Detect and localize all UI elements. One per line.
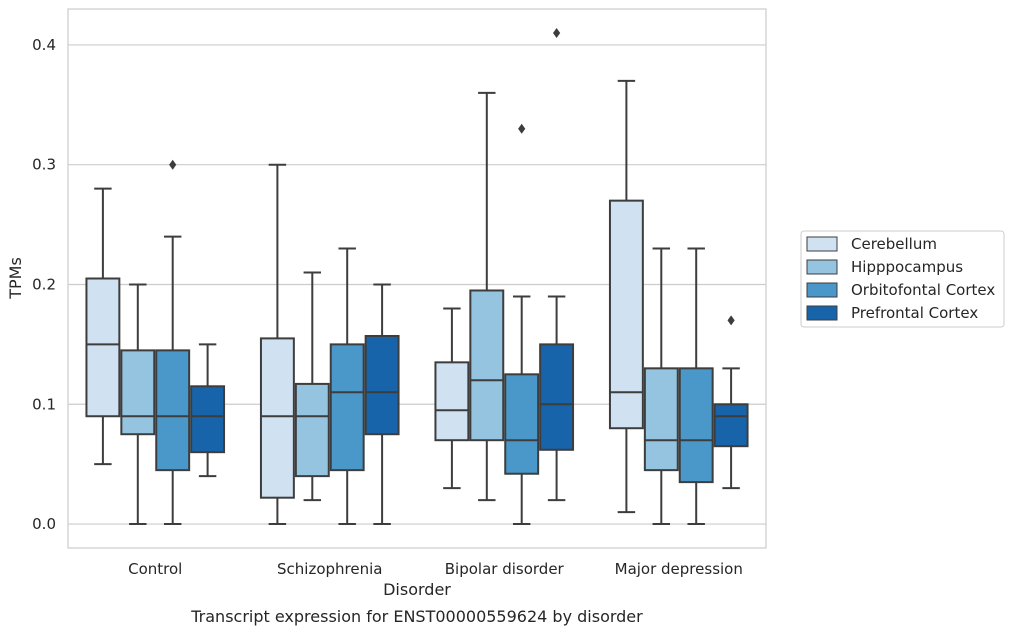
box-iqr <box>120 349 156 436</box>
outlier-point <box>553 27 561 38</box>
x-tick-label: Major depression <box>615 560 743 578</box>
box-0-2 <box>434 307 470 490</box>
box-3-0 <box>190 343 226 478</box>
box-3-2 <box>539 27 575 502</box>
box-iqr <box>85 277 121 418</box>
outlier-point <box>518 123 526 134</box>
box-iqr <box>155 349 191 472</box>
box-2-2 <box>504 123 540 526</box>
legend-swatch <box>806 259 838 275</box>
legend-items: Cerebellum Hipppocampus Orbitofontal Corte… <box>806 235 995 322</box>
legend-label: Hipppocampus <box>851 258 963 276</box>
box-iqr <box>190 385 226 454</box>
x-tick-label: Bipolar disorder <box>445 560 565 578</box>
legend-swatch <box>806 236 838 252</box>
x-tick-labels: Control Schizophrenia Bipolar disorder Majo… <box>128 560 743 578</box>
y-tick-label: 0.1 <box>32 395 56 413</box>
box-1-3 <box>643 247 679 526</box>
y-axis-title: TPMs <box>6 257 25 300</box>
legend-frame <box>800 230 1005 328</box>
legend-label: Cerebellum <box>851 235 937 253</box>
legend-item: Cerebellum <box>806 235 937 253</box>
box-iqr <box>678 367 714 484</box>
legend-item: Orbitofontal Cortex <box>806 281 995 299</box>
box-2-1 <box>329 247 365 526</box>
box-iqr <box>329 343 365 472</box>
box-iqr <box>504 373 540 475</box>
legend: Cerebellum Hipppocampus Orbitofontal Corte… <box>800 230 1005 328</box>
box-1-2 <box>469 91 505 502</box>
box-1-0 <box>120 283 156 526</box>
box-iqr <box>259 337 295 499</box>
box-3-3 <box>713 315 749 490</box>
y-tick-label: 0.4 <box>32 36 56 54</box>
legend-swatch <box>806 305 838 321</box>
chart-caption: Transcript expression for ENST0000055962… <box>190 607 643 626</box>
plot-frame <box>67 8 767 549</box>
box-0-0 <box>85 187 121 466</box>
legend-item: Hipppocampus <box>806 258 963 276</box>
y-tick-label: 0.3 <box>32 156 56 174</box>
box-1-1 <box>294 271 330 502</box>
box-iqr <box>608 199 644 430</box>
box-iqr <box>713 403 749 448</box>
y-tick-label: 0.0 <box>32 515 56 533</box>
y-tick-label: 0.2 <box>32 275 56 293</box>
y-tick-labels: 0.0 0.1 0.2 0.3 0.4 <box>32 36 56 533</box>
x-tick-label: Schizophrenia <box>277 560 382 578</box>
boxes-layer <box>85 27 749 526</box>
box-iqr <box>434 361 470 442</box>
box-iqr <box>643 367 679 472</box>
box-2-0 <box>155 159 191 526</box>
legend-item: Prefrontal Cortex <box>806 304 978 322</box>
x-tick-label: Control <box>128 560 182 578</box>
box-iqr <box>364 334 400 436</box>
box-2-3 <box>678 247 714 526</box>
outlier-point <box>169 159 177 170</box>
box-iqr <box>294 382 330 478</box>
outlier-point <box>727 315 735 326</box>
legend-label: Orbitofontal Cortex <box>851 281 995 299</box>
box-iqr <box>539 343 575 451</box>
box-3-1 <box>364 283 400 526</box>
box-0-1 <box>259 163 295 526</box>
legend-label: Prefrontal Cortex <box>851 304 978 322</box>
box-iqr <box>469 289 505 442</box>
x-axis-title: Disorder <box>383 580 451 599</box>
legend-swatch <box>806 282 838 298</box>
box-0-3 <box>608 79 644 514</box>
